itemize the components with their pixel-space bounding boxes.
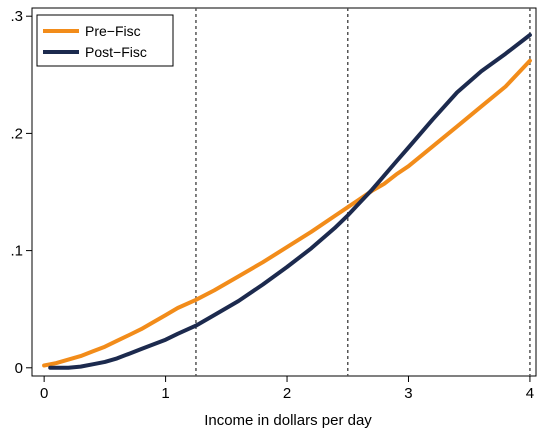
x-axis-title: Income in dollars per day [204,412,372,429]
x-tick-label-0: 0 [40,385,48,402]
x-tick-label-1: 1 [161,385,169,402]
y-axis: 0 .1 .2 .3 [10,8,32,377]
series-line-1 [48,33,532,370]
series-line-0 [42,58,532,368]
plot-frame [31,7,537,377]
legend: Pre−Fisc Post−Fisc [36,14,174,67]
legend-label-pre-fisc: Pre−Fisc [85,23,141,39]
x-axis: 0 1 2 3 4 [40,376,534,402]
x-tick-label-2: 2 [283,385,291,402]
y-tick-label-0: 0 [15,360,23,377]
y-tick-label-1: .1 [10,243,23,260]
reference-lines [195,8,531,376]
y-tick-label-2: .2 [10,125,23,142]
x-tick-label-4: 4 [526,385,534,402]
y-tick-label-3: .3 [10,8,23,25]
legend-label-post-fisc: Post−Fisc [85,44,147,60]
legend-box [36,14,174,67]
series-layer [42,33,532,370]
x-tick-label-3: 3 [404,385,412,402]
